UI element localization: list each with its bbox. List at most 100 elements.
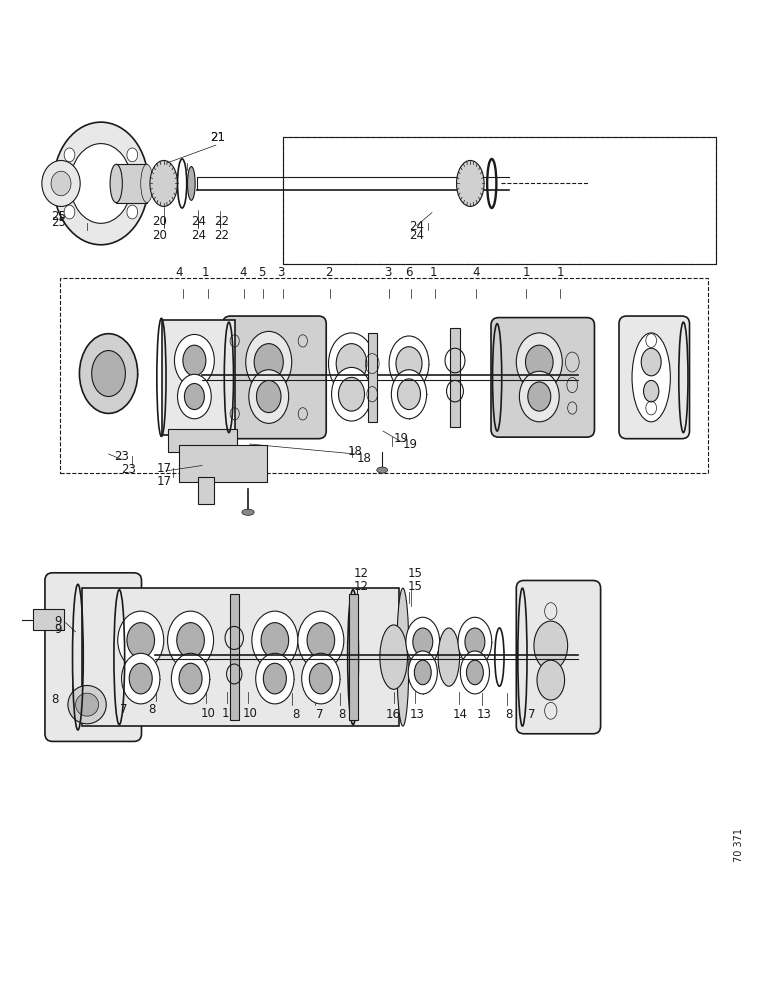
Text: 1: 1 bbox=[523, 266, 530, 279]
Text: 25: 25 bbox=[51, 216, 66, 229]
Text: 7: 7 bbox=[120, 703, 127, 716]
Ellipse shape bbox=[642, 348, 661, 376]
Ellipse shape bbox=[398, 379, 421, 410]
Ellipse shape bbox=[263, 663, 286, 694]
Ellipse shape bbox=[415, 660, 432, 685]
Ellipse shape bbox=[298, 611, 344, 669]
Ellipse shape bbox=[68, 685, 107, 724]
Ellipse shape bbox=[53, 122, 148, 245]
Ellipse shape bbox=[632, 333, 670, 422]
Ellipse shape bbox=[456, 160, 484, 206]
Text: 4: 4 bbox=[649, 397, 656, 410]
Ellipse shape bbox=[249, 370, 289, 423]
Text: 24: 24 bbox=[409, 220, 424, 233]
Ellipse shape bbox=[121, 653, 160, 704]
Ellipse shape bbox=[76, 693, 99, 716]
Bar bbox=[179, 445, 267, 482]
Text: 9: 9 bbox=[54, 615, 62, 628]
Ellipse shape bbox=[185, 384, 205, 410]
Bar bbox=[449, 328, 460, 427]
Ellipse shape bbox=[242, 509, 254, 515]
Text: 17: 17 bbox=[156, 462, 171, 475]
Ellipse shape bbox=[465, 628, 485, 656]
Ellipse shape bbox=[80, 334, 137, 413]
Bar bbox=[367, 333, 377, 422]
Bar bbox=[117, 164, 147, 203]
Text: 8: 8 bbox=[148, 703, 156, 716]
FancyBboxPatch shape bbox=[223, 316, 327, 439]
Ellipse shape bbox=[332, 367, 371, 421]
Ellipse shape bbox=[256, 380, 281, 413]
Ellipse shape bbox=[377, 467, 388, 473]
Text: 8: 8 bbox=[293, 708, 300, 721]
Ellipse shape bbox=[261, 623, 289, 658]
Ellipse shape bbox=[92, 351, 125, 397]
Ellipse shape bbox=[188, 167, 195, 200]
Bar bbox=[229, 594, 239, 720]
Text: 15: 15 bbox=[408, 580, 422, 593]
Ellipse shape bbox=[245, 331, 292, 393]
Text: 16: 16 bbox=[386, 708, 401, 721]
Ellipse shape bbox=[526, 345, 553, 379]
Text: 9: 9 bbox=[54, 623, 62, 636]
Text: 21: 21 bbox=[210, 131, 225, 144]
Text: 8: 8 bbox=[339, 708, 346, 721]
Text: 8: 8 bbox=[51, 693, 59, 706]
Ellipse shape bbox=[413, 628, 433, 656]
Ellipse shape bbox=[127, 148, 137, 162]
Ellipse shape bbox=[520, 371, 559, 422]
Ellipse shape bbox=[127, 205, 137, 219]
Ellipse shape bbox=[338, 377, 364, 411]
Ellipse shape bbox=[171, 653, 210, 704]
Ellipse shape bbox=[51, 171, 71, 196]
Bar bbox=[82, 588, 399, 726]
Text: 10: 10 bbox=[201, 707, 215, 720]
Text: 11: 11 bbox=[222, 707, 236, 720]
Text: 24: 24 bbox=[191, 229, 205, 242]
Text: 19: 19 bbox=[394, 432, 409, 445]
Text: 18: 18 bbox=[348, 445, 363, 458]
Bar bbox=[60, 278, 708, 473]
Text: 70 371: 70 371 bbox=[733, 828, 743, 862]
Text: 17: 17 bbox=[156, 475, 171, 488]
Text: 24: 24 bbox=[191, 215, 205, 228]
FancyBboxPatch shape bbox=[619, 316, 689, 439]
Text: 19: 19 bbox=[403, 438, 418, 451]
Ellipse shape bbox=[302, 653, 340, 704]
Text: 4: 4 bbox=[175, 266, 183, 279]
Ellipse shape bbox=[177, 623, 205, 658]
Text: 5: 5 bbox=[258, 266, 266, 279]
Ellipse shape bbox=[179, 663, 202, 694]
Ellipse shape bbox=[329, 333, 374, 394]
Text: 12: 12 bbox=[354, 580, 369, 593]
Ellipse shape bbox=[178, 374, 212, 419]
Ellipse shape bbox=[168, 611, 214, 669]
Ellipse shape bbox=[307, 623, 334, 658]
Ellipse shape bbox=[64, 205, 75, 219]
FancyBboxPatch shape bbox=[45, 573, 141, 741]
Text: 12: 12 bbox=[354, 567, 369, 580]
Text: 23: 23 bbox=[121, 463, 137, 476]
Text: 15: 15 bbox=[408, 567, 422, 580]
Ellipse shape bbox=[70, 144, 131, 223]
Ellipse shape bbox=[458, 617, 492, 666]
Ellipse shape bbox=[380, 625, 408, 689]
Ellipse shape bbox=[183, 345, 206, 376]
Text: 13: 13 bbox=[409, 708, 424, 721]
Ellipse shape bbox=[438, 628, 459, 686]
Text: 4: 4 bbox=[472, 266, 480, 279]
Ellipse shape bbox=[391, 370, 427, 419]
Bar bbox=[283, 137, 716, 264]
Ellipse shape bbox=[127, 623, 154, 658]
Ellipse shape bbox=[466, 660, 483, 685]
Ellipse shape bbox=[516, 333, 562, 391]
Ellipse shape bbox=[396, 347, 422, 380]
Ellipse shape bbox=[118, 611, 164, 669]
Ellipse shape bbox=[129, 663, 152, 694]
Text: 10: 10 bbox=[243, 707, 258, 720]
Ellipse shape bbox=[408, 651, 438, 694]
Ellipse shape bbox=[110, 164, 122, 203]
Text: 18: 18 bbox=[357, 452, 372, 465]
Ellipse shape bbox=[528, 382, 550, 411]
Text: 3: 3 bbox=[384, 266, 391, 279]
